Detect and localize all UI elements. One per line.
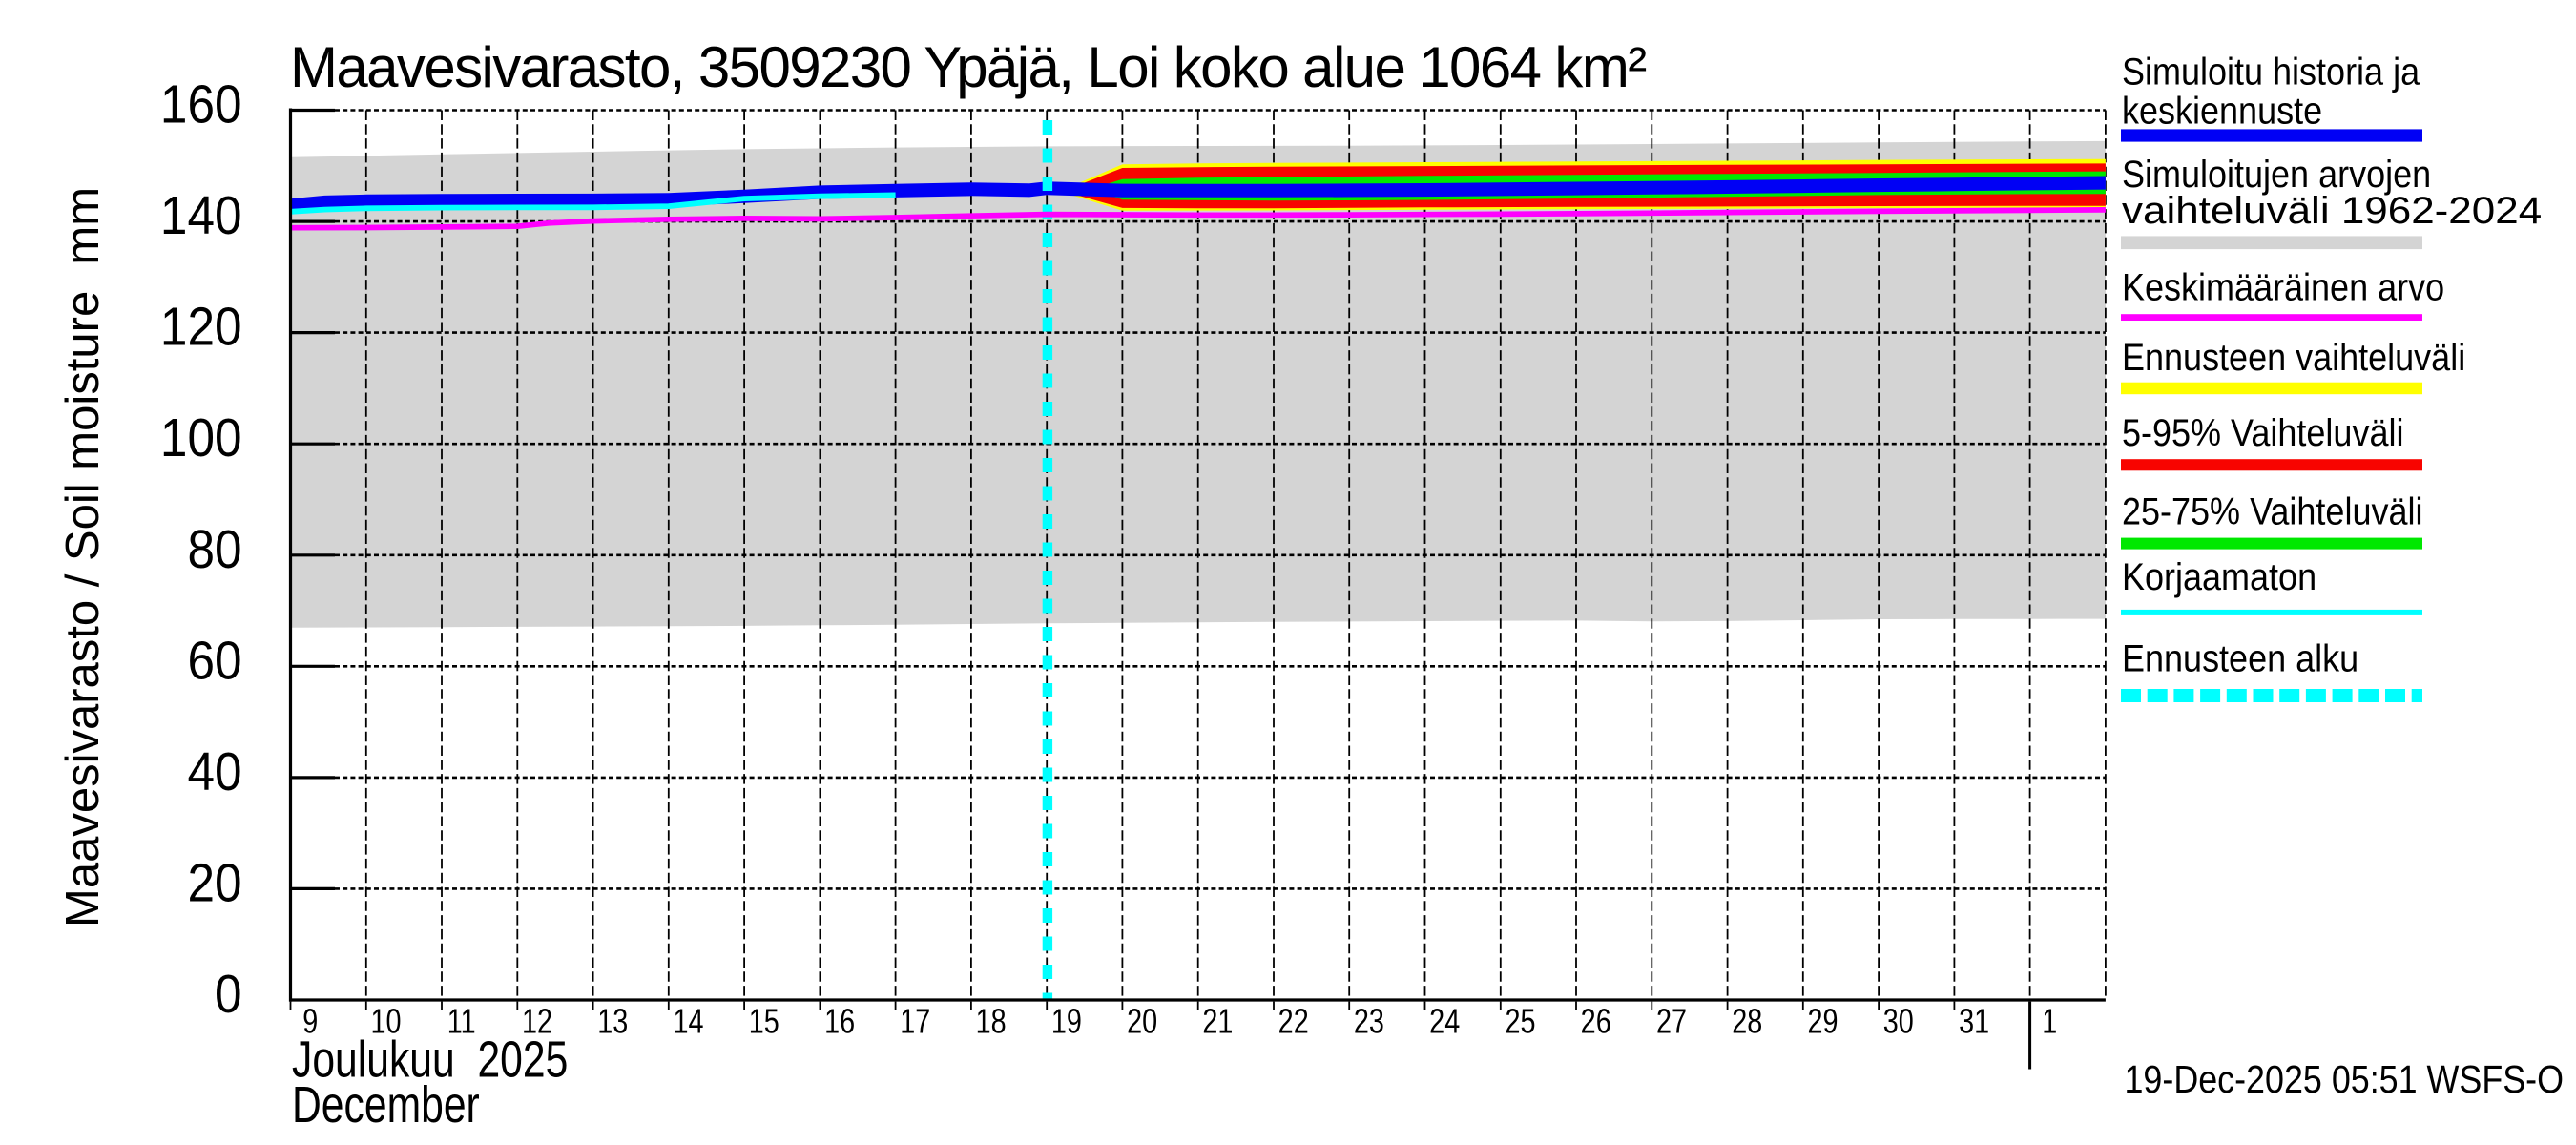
svg-text:Simuloitujen arvojen: Simuloitujen arvojen	[2122, 154, 2431, 196]
svg-text:Ennusteen alku: Ennusteen alku	[2122, 638, 2358, 680]
svg-text:14: 14	[673, 1001, 703, 1040]
svg-text:Ennusteen vaihteluväli: Ennusteen vaihteluväli	[2122, 337, 2465, 379]
svg-text:27: 27	[1656, 1001, 1687, 1040]
svg-text:5-95% Vaihteluväli: 5-95% Vaihteluväli	[2122, 413, 2403, 455]
svg-text:Korjaamaton: Korjaamaton	[2122, 556, 2316, 598]
svg-text:Simuloitu historia ja: Simuloitu historia ja	[2122, 52, 2420, 94]
svg-text:60: 60	[187, 631, 241, 691]
svg-text:Keskimääräinen arvo: Keskimääräinen arvo	[2122, 267, 2444, 309]
svg-text:19-Dec-2025 05:51 WSFS-O: 19-Dec-2025 05:51 WSFS-O	[2124, 1058, 2564, 1102]
svg-text:19: 19	[1051, 1001, 1082, 1040]
svg-text:11: 11	[447, 1001, 476, 1040]
svg-text:vaihteluväli 1962-2024: vaihteluväli 1962-2024	[2122, 189, 2542, 232]
svg-text:22: 22	[1278, 1001, 1309, 1040]
svg-text:140: 140	[160, 186, 242, 246]
svg-text:1: 1	[2042, 1001, 2057, 1040]
svg-text:21: 21	[1202, 1001, 1233, 1040]
svg-text:25: 25	[1505, 1001, 1535, 1040]
svg-text:100: 100	[160, 408, 242, 468]
svg-text:31: 31	[1959, 1001, 1989, 1040]
svg-text:20: 20	[187, 853, 241, 913]
svg-text:26: 26	[1581, 1001, 1611, 1040]
svg-text:80: 80	[187, 519, 241, 579]
svg-text:40: 40	[187, 741, 241, 802]
svg-text:keskiennuste: keskiennuste	[2122, 91, 2322, 133]
svg-text:0: 0	[215, 965, 242, 1025]
svg-text:160: 160	[160, 74, 242, 135]
svg-text:17: 17	[900, 1001, 930, 1040]
svg-text:16: 16	[824, 1001, 855, 1040]
svg-text:29: 29	[1807, 1001, 1838, 1040]
svg-text:30: 30	[1883, 1001, 1914, 1040]
svg-text:12: 12	[522, 1001, 552, 1040]
svg-text:28: 28	[1732, 1001, 1762, 1040]
svg-text:15: 15	[749, 1001, 779, 1040]
svg-text:Joulukuu 2025: Joulukuu 2025	[292, 1031, 568, 1089]
svg-text:Maavesivarasto, 3509230 Ypäjä,: Maavesivarasto, 3509230 Ypäjä, Loi koko …	[290, 35, 1646, 99]
svg-text:10: 10	[370, 1001, 401, 1040]
svg-text:20: 20	[1127, 1001, 1157, 1040]
svg-text:18: 18	[976, 1001, 1007, 1040]
svg-text:Maavesivarasto / Soil moisture: Maavesivarasto / Soil moisture mm	[57, 187, 109, 927]
svg-text:9: 9	[302, 1001, 318, 1040]
svg-text:23: 23	[1354, 1001, 1384, 1040]
svg-text:13: 13	[597, 1001, 628, 1040]
svg-text:24: 24	[1429, 1001, 1460, 1040]
svg-text:25-75% Vaihteluväli: 25-75% Vaihteluväli	[2122, 491, 2422, 533]
svg-text:120: 120	[160, 297, 242, 357]
svg-text:December: December	[292, 1076, 480, 1134]
